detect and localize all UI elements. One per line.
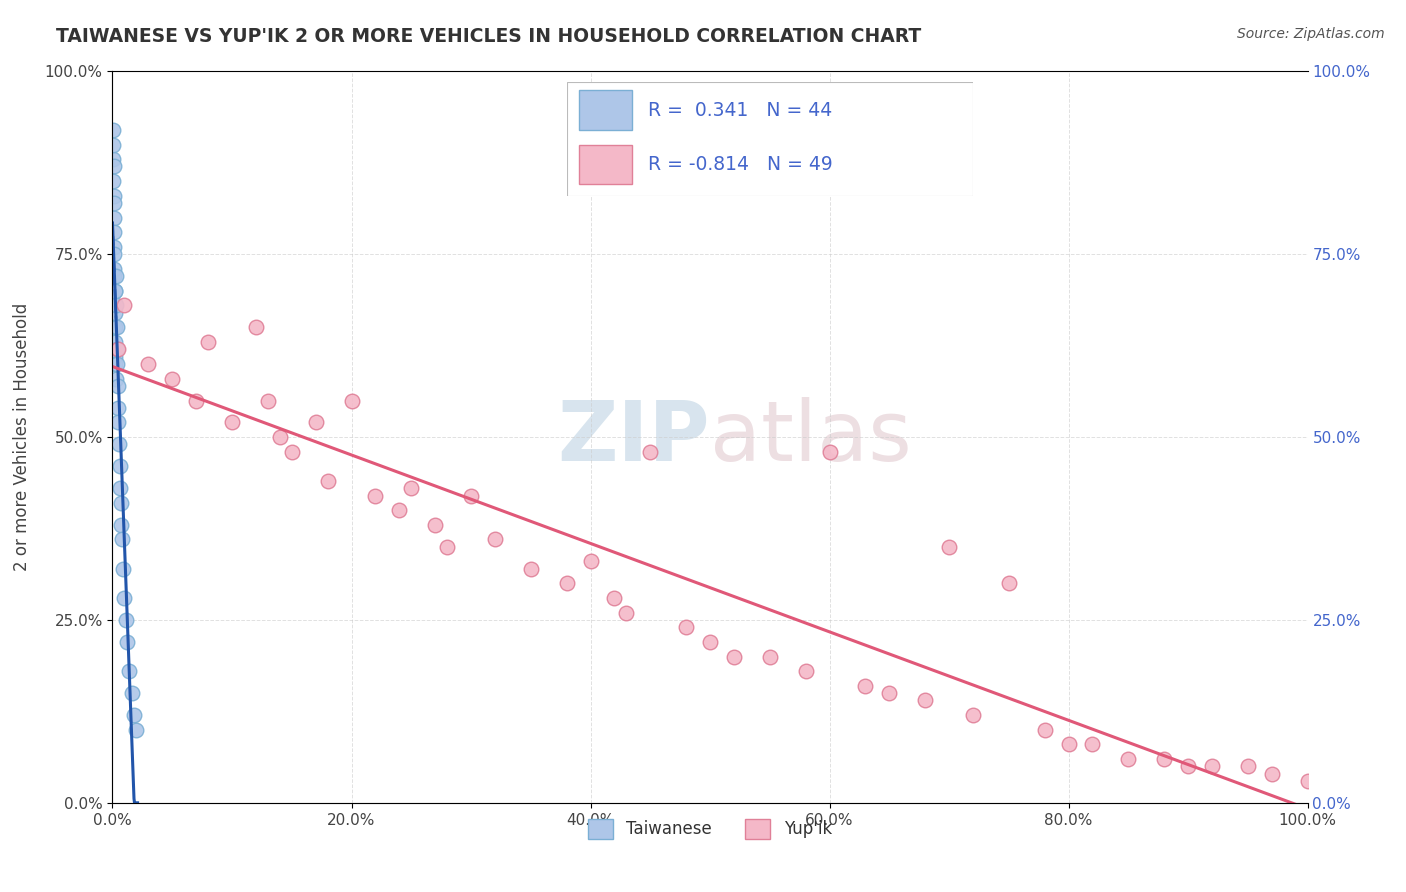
Point [103,211,125,225]
Point [103,284,125,298]
Point [579,554,602,568]
Point [245,320,267,334]
Point [1081,737,1104,751]
Point [104,320,127,334]
Text: atlas: atlas [710,397,911,477]
Point [103,225,125,239]
Point [186,393,208,408]
Point [104,357,127,371]
Point [104,284,127,298]
Point [114,613,136,627]
Point [938,540,960,554]
Point [111,533,134,547]
Point [104,334,127,349]
Point [103,188,125,202]
Point [520,562,543,576]
Point [221,416,243,430]
Point [103,269,125,284]
Point [121,686,143,700]
Point [101,152,124,166]
Point [675,620,697,634]
Point [340,393,363,408]
Point [103,123,125,137]
Point [104,306,127,320]
Point [1033,723,1056,737]
Point [1177,759,1199,773]
Point [110,517,132,532]
Point [305,416,328,430]
Point [105,343,128,357]
Point [616,606,638,620]
Point [460,489,482,503]
Point [401,481,423,495]
Text: Source: ZipAtlas.com: Source: ZipAtlas.com [1237,27,1385,41]
Point [794,664,817,678]
Point [759,649,782,664]
Point [107,343,129,357]
Point [962,708,984,723]
Point [723,649,745,664]
Point [105,269,128,284]
Legend: Taiwanese, Yup'ik: Taiwanese, Yup'ik [581,812,839,846]
Point [112,562,135,576]
Point [316,474,339,488]
Point [107,416,129,430]
Point [103,240,125,254]
Point [281,444,304,458]
Point [103,261,125,276]
Point [879,686,901,700]
Point [104,298,127,312]
Point [103,137,125,152]
Point [1153,752,1175,766]
Point [108,459,131,474]
Point [1261,766,1284,780]
Point [998,576,1021,591]
Point [603,591,626,605]
Point [818,444,841,458]
Point [855,679,877,693]
Point [1237,759,1260,773]
Point [118,664,141,678]
Point [138,357,160,371]
Point [162,371,183,385]
Point [388,503,411,517]
Point [104,350,127,364]
Point [197,334,219,349]
Point [103,160,125,174]
Point [103,247,125,261]
Point [1296,773,1319,788]
Point [257,393,280,408]
Point [107,401,129,415]
Point [114,298,135,312]
Text: TAIWANESE VS YUP'IK 2 OR MORE VEHICLES IN HOUSEHOLD CORRELATION CHART: TAIWANESE VS YUP'IK 2 OR MORE VEHICLES I… [56,27,921,45]
Point [425,517,447,532]
Y-axis label: 2 or more Vehicles in Household: 2 or more Vehicles in Household [13,303,31,571]
Point [114,591,135,605]
Point [105,320,128,334]
Point [436,540,458,554]
Point [125,723,148,737]
Point [107,379,129,393]
Point [914,693,936,707]
Point [484,533,506,547]
Point [105,357,128,371]
Point [640,444,662,458]
Point [1118,752,1140,766]
Point [699,635,721,649]
Point [105,298,128,312]
Point [364,489,387,503]
Text: ZIP: ZIP [558,397,710,477]
Point [103,196,125,211]
Point [269,430,291,444]
Point [115,635,138,649]
Point [122,708,145,723]
Point [103,174,125,188]
Point [1057,737,1080,751]
Point [1201,759,1223,773]
Point [104,371,127,385]
Point [108,437,131,451]
Point [555,576,578,591]
Point [110,481,132,495]
Point [110,496,132,510]
